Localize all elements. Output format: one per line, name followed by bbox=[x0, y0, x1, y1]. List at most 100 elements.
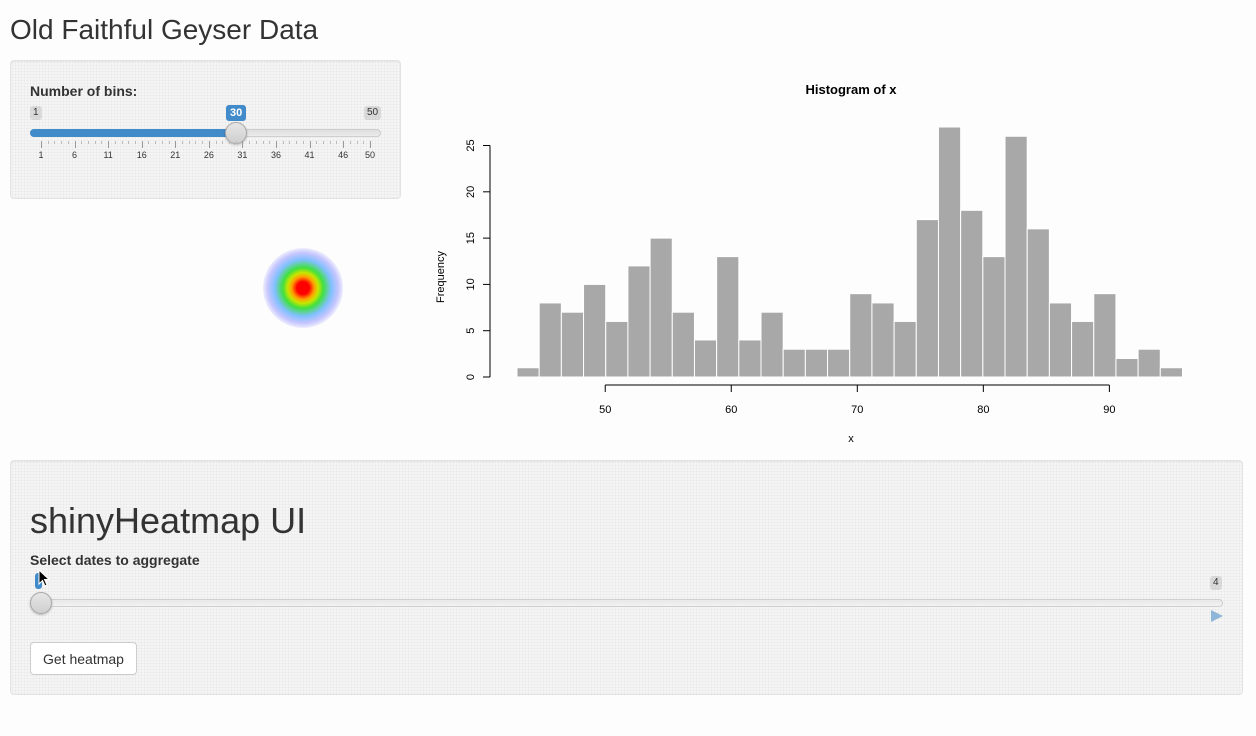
bins-minor-tick bbox=[94, 141, 96, 144]
bins-label: Number of bins: bbox=[30, 83, 138, 99]
bins-minor-tick bbox=[262, 141, 264, 144]
y-tick-label: 10 bbox=[465, 278, 477, 290]
bins-major-tick bbox=[175, 141, 177, 148]
y-tick-label: 25 bbox=[465, 139, 477, 151]
histogram-bar bbox=[693, 339, 718, 378]
y-tick-label: 15 bbox=[465, 232, 477, 244]
x-tick-label: 70 bbox=[851, 404, 863, 416]
bins-minor-tick bbox=[229, 141, 230, 144]
bins-tick-label: 36 bbox=[270, 150, 282, 160]
bins-tick-label: 1 bbox=[38, 150, 44, 160]
bins-minor-tick bbox=[161, 141, 163, 144]
bins-minor-tick bbox=[88, 141, 89, 144]
bins-tick-label: 50 bbox=[364, 150, 376, 160]
histogram-bar bbox=[804, 348, 829, 378]
dates-max-label: 4 bbox=[1210, 576, 1222, 590]
play-icon[interactable] bbox=[1210, 609, 1224, 623]
histogram-bar bbox=[649, 237, 673, 378]
bins-minor-tick bbox=[249, 141, 251, 144]
dates-slider-track[interactable] bbox=[30, 599, 1223, 607]
get-heatmap-button[interactable]: Get heatmap bbox=[30, 642, 137, 675]
histogram-bar bbox=[738, 339, 762, 378]
histogram-bar bbox=[538, 302, 562, 378]
histogram-bar bbox=[1004, 135, 1028, 378]
bins-major-tick bbox=[41, 141, 42, 148]
bins-major-tick bbox=[309, 141, 311, 148]
histogram-bar bbox=[1026, 228, 1050, 378]
histogram-bar bbox=[1071, 320, 1095, 378]
bins-minor-tick bbox=[61, 141, 63, 144]
histogram-bar bbox=[871, 302, 895, 378]
y-tick-label: 5 bbox=[465, 328, 477, 334]
bins-value-label: 30 bbox=[226, 105, 247, 121]
bins-minor-tick bbox=[202, 141, 204, 144]
bins-tick-label: 6 bbox=[72, 150, 78, 160]
histogram-bar bbox=[937, 126, 962, 378]
bins-max-label: 50 bbox=[364, 106, 382, 120]
chart-title: Histogram of x bbox=[805, 82, 897, 97]
bins-minor-tick bbox=[148, 141, 150, 144]
histogram-bar bbox=[605, 320, 629, 378]
bins-minor-tick bbox=[121, 141, 123, 144]
dates-slider-handle[interactable] bbox=[30, 592, 52, 614]
bins-minor-tick bbox=[349, 141, 351, 144]
bins-minor-tick bbox=[182, 141, 183, 144]
bins-tick-label: 11 bbox=[103, 150, 113, 160]
bins-tick-label: 46 bbox=[338, 150, 349, 160]
bins-minor-tick bbox=[282, 141, 284, 144]
histogram-bar bbox=[560, 311, 585, 378]
histogram-bar bbox=[1093, 293, 1117, 378]
heatmap-panel bbox=[10, 460, 1243, 695]
bins-minor-tick bbox=[363, 141, 365, 144]
bins-minor-tick bbox=[114, 141, 116, 144]
bins-min-label: 1 bbox=[30, 106, 42, 120]
page-title: Old Faithful Geyser Data bbox=[10, 14, 319, 45]
histogram-bar bbox=[583, 283, 607, 378]
bins-major-tick bbox=[208, 141, 210, 148]
bins-minor-tick bbox=[128, 141, 130, 144]
bins-minor-tick bbox=[47, 141, 49, 144]
histogram-bar bbox=[849, 293, 873, 378]
histogram-bar bbox=[1048, 302, 1073, 378]
mouse-cursor-icon bbox=[38, 569, 50, 587]
bins-minor-tick bbox=[323, 141, 324, 144]
histogram-bar bbox=[982, 256, 1006, 378]
bins-minor-tick bbox=[289, 141, 291, 144]
bins-minor-tick bbox=[302, 141, 304, 144]
bins-minor-tick bbox=[81, 141, 83, 144]
dates-label: Select dates to aggregate bbox=[30, 552, 200, 568]
bins-minor-tick bbox=[54, 141, 56, 144]
bins-major-tick bbox=[370, 141, 371, 148]
bins-major-tick bbox=[141, 141, 143, 148]
bins-minor-tick bbox=[195, 141, 197, 144]
y-tick-label: 20 bbox=[465, 186, 477, 198]
bins-minor-tick bbox=[135, 141, 136, 144]
bins-minor-tick bbox=[269, 141, 271, 144]
bins-major-tick bbox=[242, 141, 244, 148]
histogram-bar bbox=[1115, 357, 1139, 378]
bins-tick-label: 21 bbox=[170, 150, 181, 160]
x-axis-label: x bbox=[848, 433, 854, 445]
bins-major-tick bbox=[343, 141, 345, 148]
histogram-bar bbox=[1137, 348, 1161, 378]
histogram-bar bbox=[627, 265, 651, 378]
bins-major-tick bbox=[276, 141, 277, 148]
bins-tick-label: 16 bbox=[136, 150, 147, 160]
histogram-bar bbox=[671, 311, 695, 378]
histogram-bar bbox=[760, 311, 784, 378]
bins-minor-tick bbox=[329, 141, 331, 144]
y-tick-label: 0 bbox=[465, 374, 477, 380]
heatmap-heading: shinyHeatmap UI bbox=[30, 500, 307, 541]
bins-slider-fill bbox=[30, 129, 236, 137]
bins-tick-label: 41 bbox=[304, 150, 315, 160]
bins-minor-tick bbox=[155, 141, 157, 144]
x-tick-label: 60 bbox=[725, 404, 737, 416]
bins-minor-tick bbox=[336, 141, 338, 144]
x-tick-label: 90 bbox=[1103, 404, 1115, 416]
bins-minor-tick bbox=[356, 141, 358, 144]
y-axis-label: Frequency bbox=[435, 251, 447, 303]
heatmap-blob bbox=[263, 248, 343, 328]
bins-minor-tick bbox=[222, 141, 224, 144]
bins-minor-tick bbox=[255, 141, 257, 144]
bins-tick-label: 26 bbox=[203, 150, 214, 160]
